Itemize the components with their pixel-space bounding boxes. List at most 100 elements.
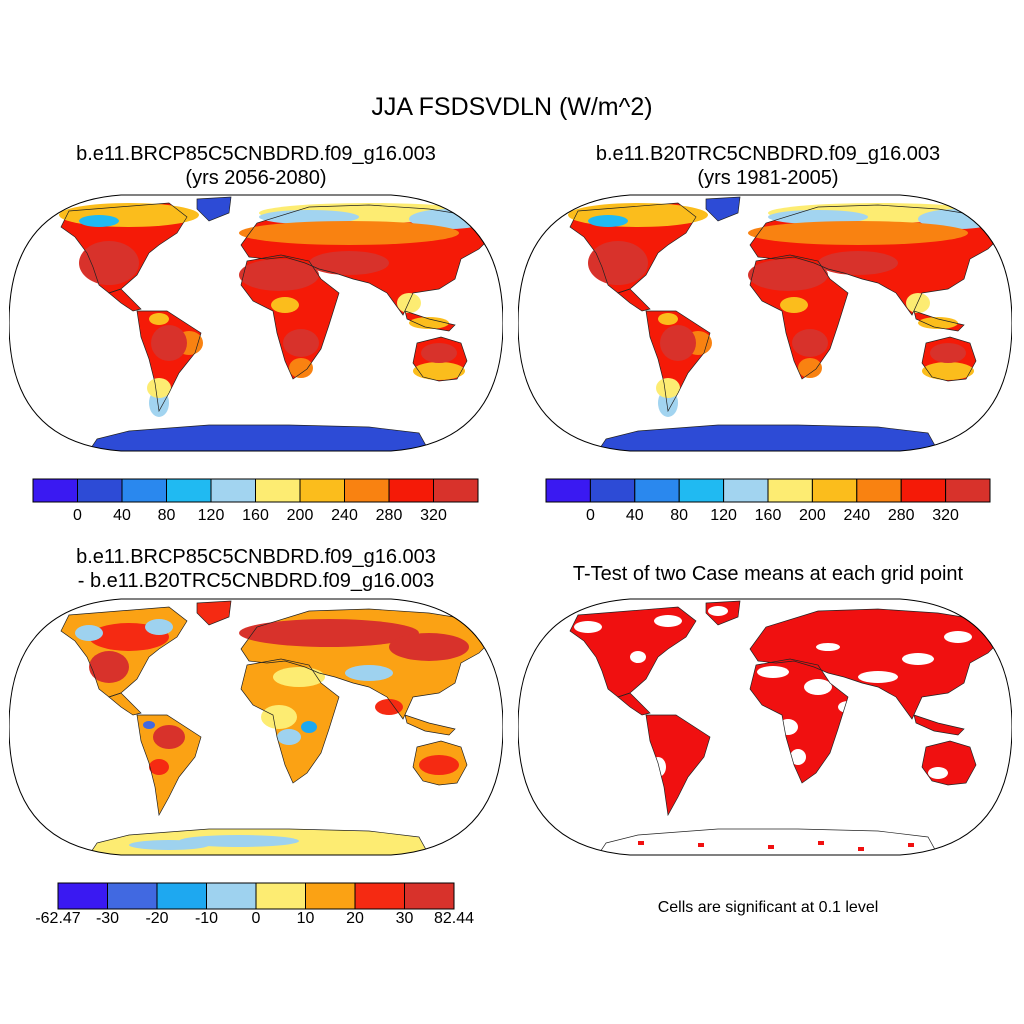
coastline-eu (240, 204, 496, 316)
significant-cell (698, 843, 704, 847)
colorbar-difference-labels: -62.47 -30 -20 -10 0 10 20 30 82.44 (35, 910, 474, 930)
landmass-sa (646, 715, 710, 815)
colorbar-swatch (634, 478, 680, 503)
non-significant-cell (816, 643, 840, 651)
colorbar-historical-labels: 0 40 80 120 160 200 240 280 320 (546, 507, 990, 527)
field-patch (413, 362, 465, 380)
colorbar-swatch (856, 478, 902, 503)
difference-patch (145, 619, 173, 635)
field-patch (271, 297, 299, 313)
field-patch (397, 293, 421, 313)
non-significant-cell (838, 701, 858, 713)
colorbar-swatch (433, 478, 479, 503)
coastline-sa (136, 714, 202, 817)
field-patch (930, 343, 966, 363)
colorbar-tick-label: 320 (420, 507, 447, 524)
coastline-sa (645, 714, 711, 817)
colorbar-swatch (210, 478, 256, 503)
main-title: JJA FSDSVDLN (W/m^2) (371, 93, 653, 121)
map-frame (9, 194, 503, 452)
colorbar-tick-label: 120 (197, 507, 225, 524)
landmass-ant (89, 425, 429, 451)
significant-cell (818, 841, 824, 845)
colorbar-swatch (344, 478, 390, 503)
map-significance (518, 598, 1012, 856)
coastline-eu (749, 608, 1005, 720)
panel-3-title: b.e11.BRCP85C5CNBDRD.f09_g16.003 - b.e11… (0, 545, 512, 593)
coastline-indo (404, 310, 456, 332)
map-historical-field (518, 194, 1012, 452)
non-significant-cell (574, 621, 602, 633)
panel-3-title-line2: - b.e11.B20TRC5CNBDRD.f09_g16.003 (77, 570, 435, 592)
field-patch (259, 210, 359, 224)
coastline-green (705, 600, 741, 626)
coastline-au (412, 740, 468, 786)
colorbar-swatch (107, 882, 158, 910)
difference-patch (345, 665, 393, 681)
significance-note: Cells are significant at 0.1 level (657, 899, 879, 916)
panel-2-title-line2: (yrs 1981-2005) (697, 167, 839, 189)
landmass-sa (137, 715, 201, 815)
panel-3-title-line1: b.e11.BRCP85C5CNBDRD.f09_g16.003 (76, 546, 436, 568)
landmass-ca (109, 693, 141, 715)
coastline-ca (108, 288, 142, 312)
map-future-field (9, 194, 503, 452)
non-significant-cell (858, 671, 898, 683)
colorbar-swatch (354, 882, 405, 910)
landmass-ant (598, 829, 938, 855)
colorbar-tick-label: 0 (251, 910, 261, 927)
colorbar-future (32, 478, 479, 503)
difference-patch (143, 721, 155, 729)
difference-patch (375, 699, 403, 715)
difference-patch (261, 705, 297, 729)
map-layer (61, 601, 495, 855)
colorbar-tick-label: 320 (932, 507, 959, 524)
field-patch (918, 317, 958, 329)
landmass-ca (618, 289, 650, 311)
colorbar-tick-label: 280 (375, 507, 403, 524)
coastline-indo (913, 310, 965, 332)
colorbar-tick-label: 200 (799, 507, 826, 524)
coastline-green (705, 196, 741, 222)
colorbar-tick-label: 20 (346, 910, 364, 927)
landmass-indo (405, 715, 455, 735)
panel-4-title-line1: T-Test of two Case means at each grid po… (572, 563, 964, 585)
field-patch (151, 325, 187, 361)
difference-patch (301, 721, 317, 733)
non-significant-cell (804, 679, 832, 695)
panel-1-title-line2: (yrs 2056-2080) (185, 167, 327, 189)
field-patch (748, 259, 828, 291)
field-patch (660, 325, 696, 361)
colorbar-swatch (255, 478, 301, 503)
field-patch (568, 203, 708, 227)
coastline-sa (136, 310, 202, 413)
coastline-indo (913, 714, 965, 736)
coastline-indo (404, 714, 456, 736)
field-patch (289, 358, 313, 378)
colorbar-tick-label: 0 (585, 507, 595, 524)
field-patch (922, 362, 974, 380)
difference-patch (149, 759, 169, 775)
panel-1-title-line1: b.e11.BRCP85C5CNBDRD.f09_g16.003 (76, 143, 436, 165)
colorbar-swatch (57, 882, 108, 910)
non-significant-cell (790, 749, 806, 765)
colorbar-tick-label: -10 (194, 910, 219, 927)
colorbar-swatch (404, 882, 455, 910)
coastline-green (196, 600, 232, 626)
colorbar-swatch (811, 478, 858, 503)
field-patch (59, 203, 199, 227)
field-patch (906, 293, 930, 313)
coastline-af (240, 658, 340, 784)
colorbar-tick-label: 80 (670, 507, 689, 524)
difference-patch (153, 725, 185, 749)
colorbar-tick-label: 240 (331, 507, 358, 524)
colorbar-tick-label: 40 (113, 507, 131, 524)
panel-1-title: b.e11.BRCP85C5CNBDRD.f09_g16.003 (yrs 20… (0, 142, 512, 190)
coastline-au (921, 740, 977, 786)
field-patch (748, 221, 968, 245)
non-significant-cell (708, 606, 728, 616)
significant-cell (768, 845, 774, 849)
coastline-af (240, 254, 340, 380)
map-layer (570, 601, 1004, 855)
colorbar-tick-label: 40 (625, 507, 644, 524)
